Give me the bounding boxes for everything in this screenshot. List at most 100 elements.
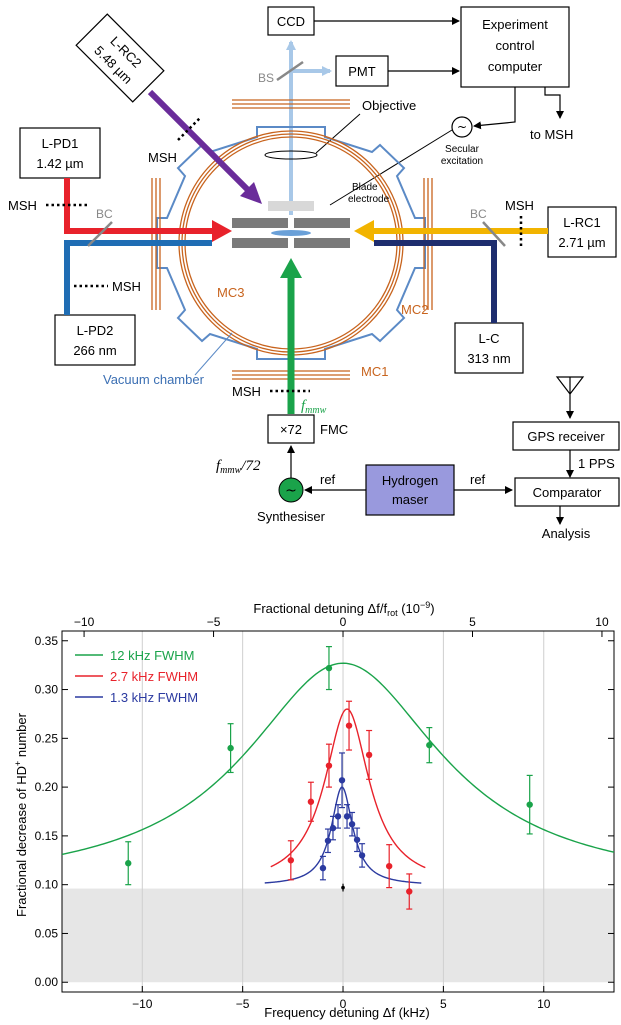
data-point	[426, 741, 433, 749]
l-pd2-label: L-PD2	[77, 323, 114, 338]
analysis-label: Analysis	[542, 526, 591, 541]
y-axis-title: Fractional decrease of HD+ number	[13, 712, 29, 917]
data-point	[353, 836, 361, 843]
gps-receiver-box	[512, 421, 620, 451]
l-c-box	[454, 322, 524, 374]
data-point	[358, 852, 366, 859]
pps-label: 1 PPS	[578, 456, 615, 471]
ref-label-left: ref	[320, 472, 336, 487]
top-tick-label: −5	[207, 615, 221, 629]
x-tick-label: 5	[440, 997, 447, 1011]
msh-label-lpd2: MSH	[112, 279, 141, 294]
data-point	[406, 888, 413, 895]
setup-diagram: CCD PMT Experiment control computer to M…	[8, 6, 620, 541]
blade-label-2: electrode	[348, 194, 390, 205]
legend-label: 12 kHz FWHM	[110, 648, 195, 663]
blade-label-1: Blade	[352, 182, 378, 193]
plot-frame	[61, 630, 615, 993]
y-tick-label: 0.30	[35, 683, 59, 697]
synthesiser-label: Synthesiser	[257, 509, 326, 524]
fit-curve-0	[61, 662, 615, 856]
secular-label-2: excitation	[441, 156, 483, 167]
fmmw-label: fmmw	[301, 398, 327, 416]
bc-label-right: BC	[470, 207, 487, 221]
x-tick-label: 0	[340, 997, 347, 1011]
bc-label-left: BC	[96, 207, 113, 221]
mc1-label: MC1	[361, 364, 388, 379]
x-tick-label: 10	[537, 997, 551, 1011]
data-point	[338, 777, 346, 784]
pmt-box	[335, 55, 389, 87]
data-point	[325, 664, 333, 672]
data-point	[325, 762, 333, 769]
l-rc1-label: L-RC1	[563, 215, 601, 230]
data-point	[125, 860, 132, 867]
y-tick-label: 0.05	[35, 926, 59, 940]
ccd-box	[267, 6, 315, 36]
fit-curve-1	[270, 708, 426, 869]
reference-point	[341, 885, 345, 890]
data-point	[324, 837, 332, 844]
vacuum-chamber-label: Vacuum chamber	[103, 372, 205, 387]
ccd-label: CCD	[277, 14, 305, 29]
top-tick-label: 5	[469, 615, 476, 629]
l-pd2-box	[54, 314, 136, 366]
l-pd1-box	[19, 127, 101, 179]
data-point	[526, 801, 533, 808]
fmmw72-label: fmmw/72	[216, 458, 261, 476]
data-point	[329, 824, 337, 832]
y-tick-label: 0.20	[35, 780, 59, 794]
data-point	[307, 798, 315, 805]
left-axis: 0.00 0.05 0.10 0.15 0.20 0.25 0.30 0.35	[35, 634, 614, 989]
y-tick-label: 0.25	[35, 731, 59, 745]
experiment-label-2: control	[495, 38, 534, 53]
experiment-label-3: computer	[488, 59, 543, 74]
msh-label-lrc2: MSH	[148, 150, 177, 165]
mc3-label: MC3	[217, 285, 244, 300]
resonance-chart: −10 −5 0 5 10 −10 −5 0 5 10 0.00 0.05 0.10 0.15 0.20…	[13, 600, 615, 1020]
l-c-label: L-C	[479, 331, 500, 346]
l-rc2-box	[75, 13, 165, 103]
experiment-control-box	[460, 6, 570, 88]
bottom-axis: −10 −5 0 5 10	[132, 986, 551, 1011]
top-tick-label: −10	[74, 615, 95, 629]
objective-label: Objective	[362, 98, 416, 113]
data-point	[287, 857, 295, 864]
data-point	[348, 820, 356, 828]
ref-label-right: ref	[470, 472, 486, 487]
maser-label-2: maser	[392, 492, 429, 507]
top-tick-label: 10	[595, 615, 609, 629]
top-tick-label: 0	[340, 615, 347, 629]
background-band	[62, 888, 614, 983]
l-pd2-wavelength: 266 nm	[73, 343, 116, 358]
comparator-box	[514, 477, 620, 507]
y-tick-label: 0.00	[35, 975, 59, 989]
data-point	[343, 813, 351, 820]
experiment-label-1: Experiment	[482, 17, 548, 32]
msh-label-lrc1: MSH	[505, 198, 534, 213]
data-point	[365, 751, 373, 759]
x-axis-title: Frequency detuning Δf (kHz)	[264, 1005, 429, 1020]
l-pd1-wavelength: 1.42 µm	[36, 156, 83, 171]
secular-source-icon	[451, 116, 473, 138]
x72-multiplier-box	[267, 414, 315, 444]
legend-label: 1.3 kHz FWHM	[110, 690, 198, 705]
top-axis-title: Fractional detuning Δf/frot (10−9)	[253, 600, 434, 618]
x-tick-label: −5	[236, 997, 250, 1011]
y-tick-label: 0.35	[35, 634, 59, 648]
legend-label: 2.7 kHz FWHM	[110, 669, 198, 684]
data-point	[334, 813, 342, 820]
data-point	[319, 864, 327, 872]
data-point	[385, 862, 393, 870]
l-rc1-wavelength: 2.71 µm	[558, 235, 605, 250]
l-c-wavelength: 313 nm	[467, 351, 510, 366]
data-points	[125, 646, 533, 910]
fmc-label: FMC	[320, 422, 348, 437]
gridlines	[141, 631, 545, 992]
secular-label-1: Secular	[445, 144, 480, 155]
pmt-label: PMT	[348, 64, 376, 79]
legend: 12 kHz FWHM 2.7 kHz FWHM 1.3 kHz FWHM	[75, 648, 198, 705]
msh-label-lpd1: MSH	[8, 198, 37, 213]
to-msh-label: to MSH	[530, 127, 573, 142]
